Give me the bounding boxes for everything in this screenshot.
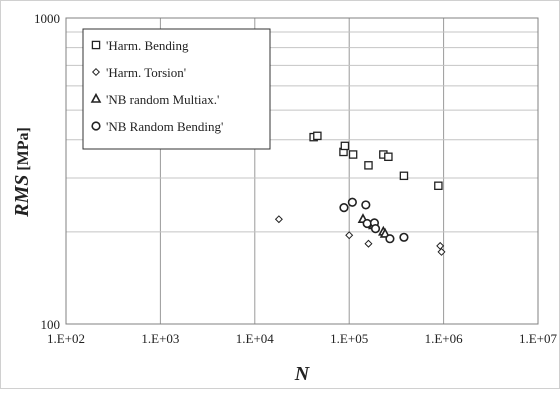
y-axis-title: RMS [MPa] [11,127,33,218]
x-tick-label: 1.E+06 [425,331,464,346]
data-point-square [364,161,373,170]
y-axis-variable: RMS [11,175,33,218]
data-point-diamond [345,231,354,240]
legend-marker-triangle [90,92,102,103]
plot-area-frame [65,17,539,325]
x-tick-label: 1.E+04 [236,331,275,346]
tick-labels: 1.E+02 1.E+03 1.E+04 1.E+05 1.E+06 1.E+07 100 1… [34,11,558,346]
data-point-square [399,171,409,181]
data-point-square [313,131,322,141]
x-tick-label: 1.E+07 [519,331,558,346]
legend-items: 'Harm. Bending 'Harm. Torsion' 'NB random … [90,38,223,134]
series-square [309,131,443,191]
legend-label: 'Harm. Bending [106,38,189,53]
y-axis-unit: [MPa] [15,127,32,171]
data-points [274,131,446,256]
data-point-diamond [364,239,373,248]
data-point-circle [339,203,349,213]
x-tick-label: 1.E+03 [141,331,179,346]
data-point-square [384,152,393,162]
x-tick-label: 1.E+05 [330,331,368,346]
data-point-diamond [437,247,446,256]
data-point-triangle [379,227,391,238]
legend: 'Harm. Bending 'Harm. Torsion' 'NB random … [82,28,271,150]
data-point-square [348,150,358,159]
x-axis-title: N [294,363,311,385]
data-point-circle [385,234,395,244]
legend-label: 'NB random Multiax.' [106,92,219,107]
data-point-circle [362,218,372,229]
legend-label: 'NB Random Bending' [106,119,223,134]
data-point-circle [399,232,409,242]
data-point-diamond [436,241,445,250]
data-point-circle [361,200,371,210]
data-point-circle [347,197,357,207]
data-point-circle [370,224,381,234]
y-tick-label: 100 [41,317,61,332]
legend-box [82,28,271,150]
legend-marker-square [91,40,101,50]
y-tick-label: 1000 [34,11,60,26]
legend-label: 'Harm. Torsion' [106,65,186,80]
data-point-square [434,181,443,191]
legend-marker-circle [91,121,101,131]
series-circle [339,197,409,244]
data-point-square [340,141,350,151]
x-tick-label: 1.E+02 [47,331,85,346]
series-diamond [274,215,446,256]
legend-marker-diamond [91,67,101,77]
data-point-diamond [274,215,283,224]
